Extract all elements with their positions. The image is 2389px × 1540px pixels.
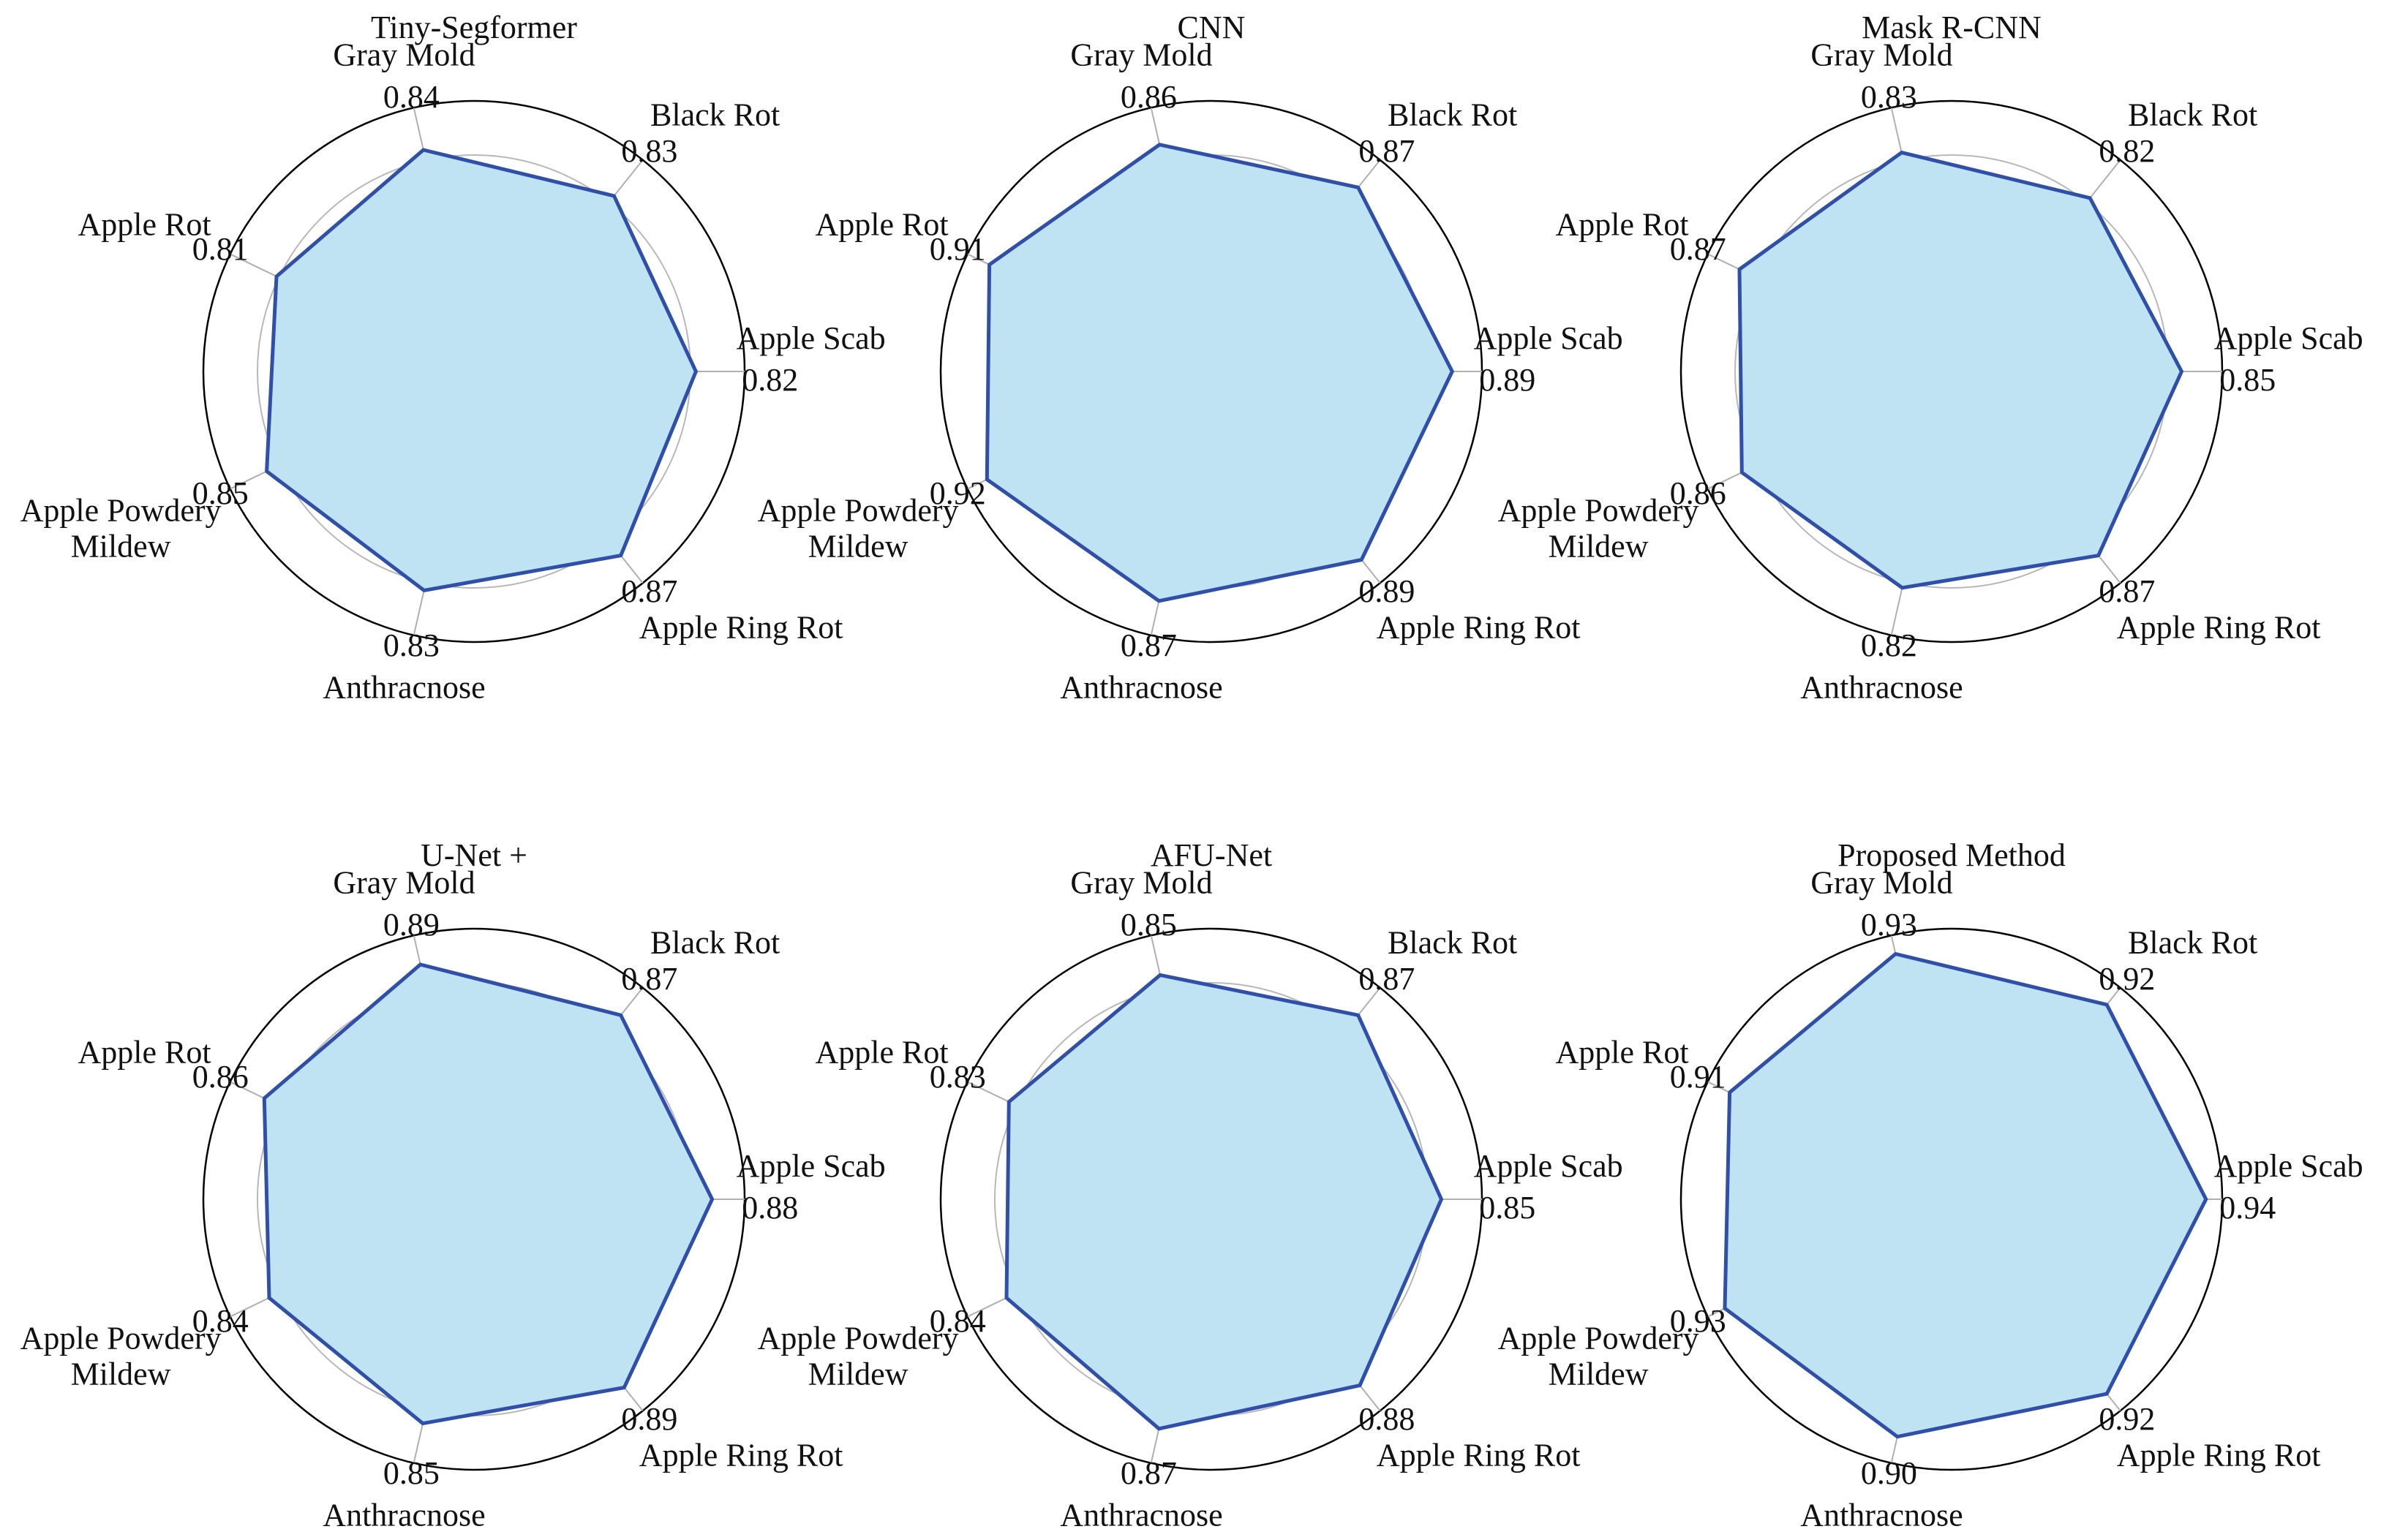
- chart-title: Tiny-Segformer: [371, 9, 577, 45]
- value-label: 0.81: [192, 230, 249, 267]
- category-label: Gray Mold: [1070, 864, 1213, 900]
- category-label: Apple Rot: [1555, 1034, 1689, 1071]
- category-label: Apple Rot: [1555, 206, 1689, 243]
- value-label: 0.87: [1669, 230, 1726, 267]
- value-label: 0.89: [621, 1400, 678, 1437]
- value-label: 0.89: [1479, 361, 1536, 398]
- value-label: 0.88: [1358, 1400, 1415, 1437]
- value-label: 0.86: [192, 1058, 249, 1095]
- radar-area: [265, 148, 698, 592]
- value-label: 0.86: [1669, 475, 1726, 511]
- category-label: Apple Scab: [1473, 1147, 1623, 1184]
- value-label: 0.87: [1358, 960, 1415, 997]
- category-label: Anthracnose: [1800, 669, 1963, 706]
- category-label: Gray Mold: [333, 36, 475, 72]
- category-label: Apple Scab: [736, 1147, 886, 1184]
- radar-area: [985, 143, 1454, 603]
- category-label: Apple Powdery Mildew: [1497, 1320, 1699, 1392]
- category-label: Gray Mold: [333, 864, 475, 900]
- category-label: Black Rot: [650, 924, 780, 961]
- category-label: Apple Ring Rot: [2116, 1436, 2321, 1473]
- category-label: Apple Powdery Mildew: [1497, 492, 1699, 565]
- value-label: 0.91: [1669, 1058, 1726, 1095]
- category-label: Apple Ring Rot: [1376, 1436, 1581, 1473]
- category-label: Apple Powdery Mildew: [20, 1320, 222, 1392]
- value-label: 0.84: [383, 78, 440, 115]
- category-label: Anthracnose: [1060, 1497, 1223, 1533]
- category-label: Apple Powdery Mildew: [757, 492, 959, 565]
- category-label: Anthracnose: [323, 669, 486, 706]
- value-label: 0.82: [742, 361, 799, 398]
- value-label: 0.85: [1120, 906, 1177, 943]
- value-label: 0.87: [1120, 1454, 1177, 1491]
- category-label: Anthracnose: [1800, 1497, 1963, 1533]
- category-label: Black Rot: [1388, 97, 1518, 133]
- category-label: Anthracnose: [323, 1497, 486, 1533]
- value-label: 0.93: [1669, 1302, 1726, 1339]
- value-label: 0.90: [1860, 1454, 1917, 1491]
- value-label: 0.87: [1358, 132, 1415, 169]
- value-label: 0.84: [192, 1302, 249, 1339]
- category-label: Anthracnose: [1060, 669, 1223, 706]
- chart-title: Proposed Method: [1837, 837, 2066, 873]
- category-label: Gray Mold: [1070, 36, 1213, 72]
- radar-area: [262, 962, 715, 1426]
- category-label: Apple Scab: [2213, 320, 2363, 356]
- value-label: 0.83: [621, 132, 678, 169]
- category-label: Gray Mold: [1810, 864, 1953, 900]
- value-label: 0.91: [929, 230, 986, 267]
- value-label: 0.86: [1120, 78, 1177, 115]
- value-label: 0.92: [2099, 960, 2156, 997]
- category-label: Black Rot: [2128, 97, 2258, 133]
- category-label: Apple Ring Rot: [2116, 608, 2321, 645]
- category-label: Apple Rot: [815, 206, 949, 243]
- value-label: 0.85: [2219, 361, 2276, 398]
- value-label: 0.89: [1358, 573, 1415, 609]
- value-label: 0.85: [1479, 1189, 1536, 1226]
- radar-area: [1737, 151, 2183, 590]
- value-label: 0.83: [929, 1058, 986, 1095]
- category-label: Apple Rot: [815, 1034, 949, 1071]
- category-label: Apple Ring Rot: [1376, 608, 1581, 645]
- value-label: 0.93: [1860, 906, 1917, 943]
- category-label: Apple Ring Rot: [639, 608, 843, 645]
- category-label: Apple Rot: [78, 206, 211, 243]
- value-label: 0.82: [2099, 132, 2156, 169]
- value-label: 0.88: [742, 1189, 799, 1226]
- value-label: 0.89: [383, 906, 440, 943]
- chart-title: Mask R-CNN: [1862, 9, 2042, 45]
- category-label: Apple Scab: [736, 320, 886, 356]
- value-label: 0.83: [383, 627, 440, 663]
- radar-area: [1004, 973, 1443, 1431]
- category-label: Black Rot: [650, 97, 780, 133]
- value-label: 0.85: [383, 1454, 440, 1491]
- category-label: Apple Scab: [1473, 320, 1623, 356]
- value-label: 0.92: [2099, 1400, 2156, 1437]
- category-label: Apple Scab: [2213, 1147, 2363, 1184]
- value-label: 0.87: [1120, 627, 1177, 663]
- category-label: Apple Ring Rot: [639, 1436, 843, 1473]
- value-label: 0.87: [621, 960, 678, 997]
- value-label: 0.94: [2219, 1189, 2276, 1226]
- radar-area: [1723, 952, 2208, 1439]
- chart-title: AFU-Net: [1150, 837, 1273, 873]
- value-label: 0.87: [621, 573, 678, 609]
- category-label: Black Rot: [1388, 924, 1518, 961]
- value-label: 0.92: [929, 475, 986, 511]
- category-label: Gray Mold: [1810, 36, 1953, 72]
- category-label: Apple Powdery Mildew: [757, 1320, 959, 1392]
- value-label: 0.85: [192, 475, 249, 511]
- category-label: Apple Powdery Mildew: [20, 492, 222, 565]
- category-label: Black Rot: [2128, 924, 2258, 961]
- value-label: 0.84: [929, 1302, 986, 1339]
- chart-title: CNN: [1177, 9, 1246, 45]
- category-label: Apple Rot: [78, 1034, 211, 1071]
- value-label: 0.82: [1860, 627, 1917, 663]
- value-label: 0.83: [1860, 78, 1917, 115]
- chart-title: U-Net +: [421, 837, 527, 873]
- value-label: 0.87: [2099, 573, 2156, 609]
